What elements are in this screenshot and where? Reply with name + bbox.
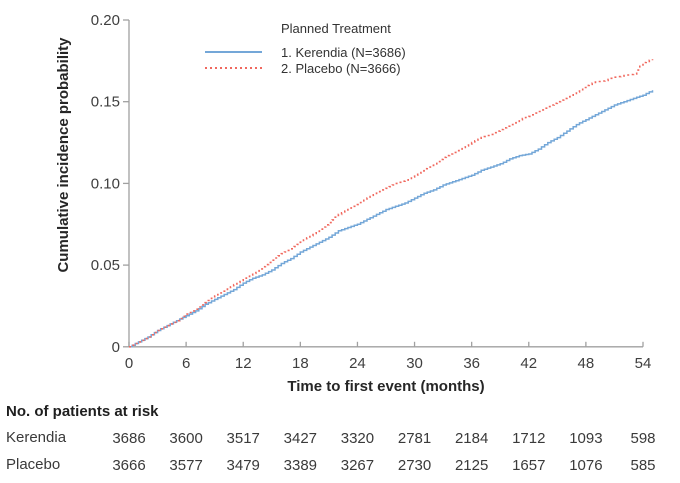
at-risk-count: 2125 bbox=[455, 457, 488, 474]
at-risk-row-label-placebo: Placebo bbox=[6, 456, 61, 473]
at-risk-count: 1657 bbox=[512, 457, 545, 474]
series-curve-placebo bbox=[129, 59, 654, 348]
legend-title: Planned Treatment bbox=[281, 21, 391, 36]
at-risk-count: 1712 bbox=[512, 430, 545, 447]
x-tick-label: 36 bbox=[463, 355, 480, 372]
y-tick-label: 0.10 bbox=[91, 175, 120, 192]
y-tick-label: 0.15 bbox=[91, 94, 120, 111]
at-risk-count: 2781 bbox=[398, 430, 431, 447]
legend-item-placebo: 2. Placebo (N=3666) bbox=[205, 60, 406, 76]
at-risk-count: 3320 bbox=[341, 430, 374, 447]
y-axis-title: Cumulative incidence probability bbox=[55, 37, 72, 273]
at-risk-count: 3479 bbox=[227, 457, 260, 474]
at-risk-count: 3427 bbox=[284, 430, 317, 447]
x-tick-label: 54 bbox=[635, 355, 652, 372]
legend-label-placebo: 2. Placebo (N=3666) bbox=[281, 60, 401, 76]
y-tick-label: 0.20 bbox=[91, 12, 120, 29]
at-risk-count: 3517 bbox=[227, 430, 260, 447]
at-risk-count: 1093 bbox=[569, 430, 602, 447]
x-tick-label: 48 bbox=[578, 355, 595, 372]
at-risk-count: 3267 bbox=[341, 457, 374, 474]
x-tick-label: 24 bbox=[349, 355, 366, 372]
at-risk-heading: No. of patients at risk bbox=[6, 403, 159, 420]
x-tick-label: 30 bbox=[406, 355, 423, 372]
at-risk-count: 3600 bbox=[169, 430, 202, 447]
x-tick-label: 6 bbox=[182, 355, 190, 372]
at-risk-count: 3666 bbox=[112, 457, 145, 474]
at-risk-count: 598 bbox=[630, 430, 655, 447]
at-risk-count: 2184 bbox=[455, 430, 488, 447]
x-tick-label: 12 bbox=[235, 355, 252, 372]
at-risk-count: 3389 bbox=[284, 457, 317, 474]
at-risk-count: 3577 bbox=[169, 457, 202, 474]
y-tick-label: 0.05 bbox=[91, 257, 120, 274]
x-axis-title: Time to first event (months) bbox=[287, 378, 484, 395]
at-risk-count: 1076 bbox=[569, 457, 602, 474]
series-curve-kerendia bbox=[129, 90, 654, 348]
dotted-line-swatch-icon bbox=[205, 67, 262, 69]
at-risk-count: 3686 bbox=[112, 430, 145, 447]
at-risk-count: 2730 bbox=[398, 457, 431, 474]
solid-line-swatch-icon bbox=[205, 51, 262, 53]
legend-label-kerendia: 1. Kerendia (N=3686) bbox=[281, 44, 406, 60]
x-tick-label: 42 bbox=[520, 355, 537, 372]
at-risk-row-label-kerendia: Kerendia bbox=[6, 429, 67, 446]
x-tick-label: 18 bbox=[292, 355, 309, 372]
legend-item-kerendia: 1. Kerendia (N=3686) bbox=[205, 44, 406, 60]
legend: Planned Treatment 1. Kerendia (N=3686) 2… bbox=[205, 21, 406, 76]
at-risk-count: 585 bbox=[630, 457, 655, 474]
x-tick-label: 0 bbox=[125, 355, 133, 372]
y-tick-label: 0 bbox=[112, 339, 120, 356]
